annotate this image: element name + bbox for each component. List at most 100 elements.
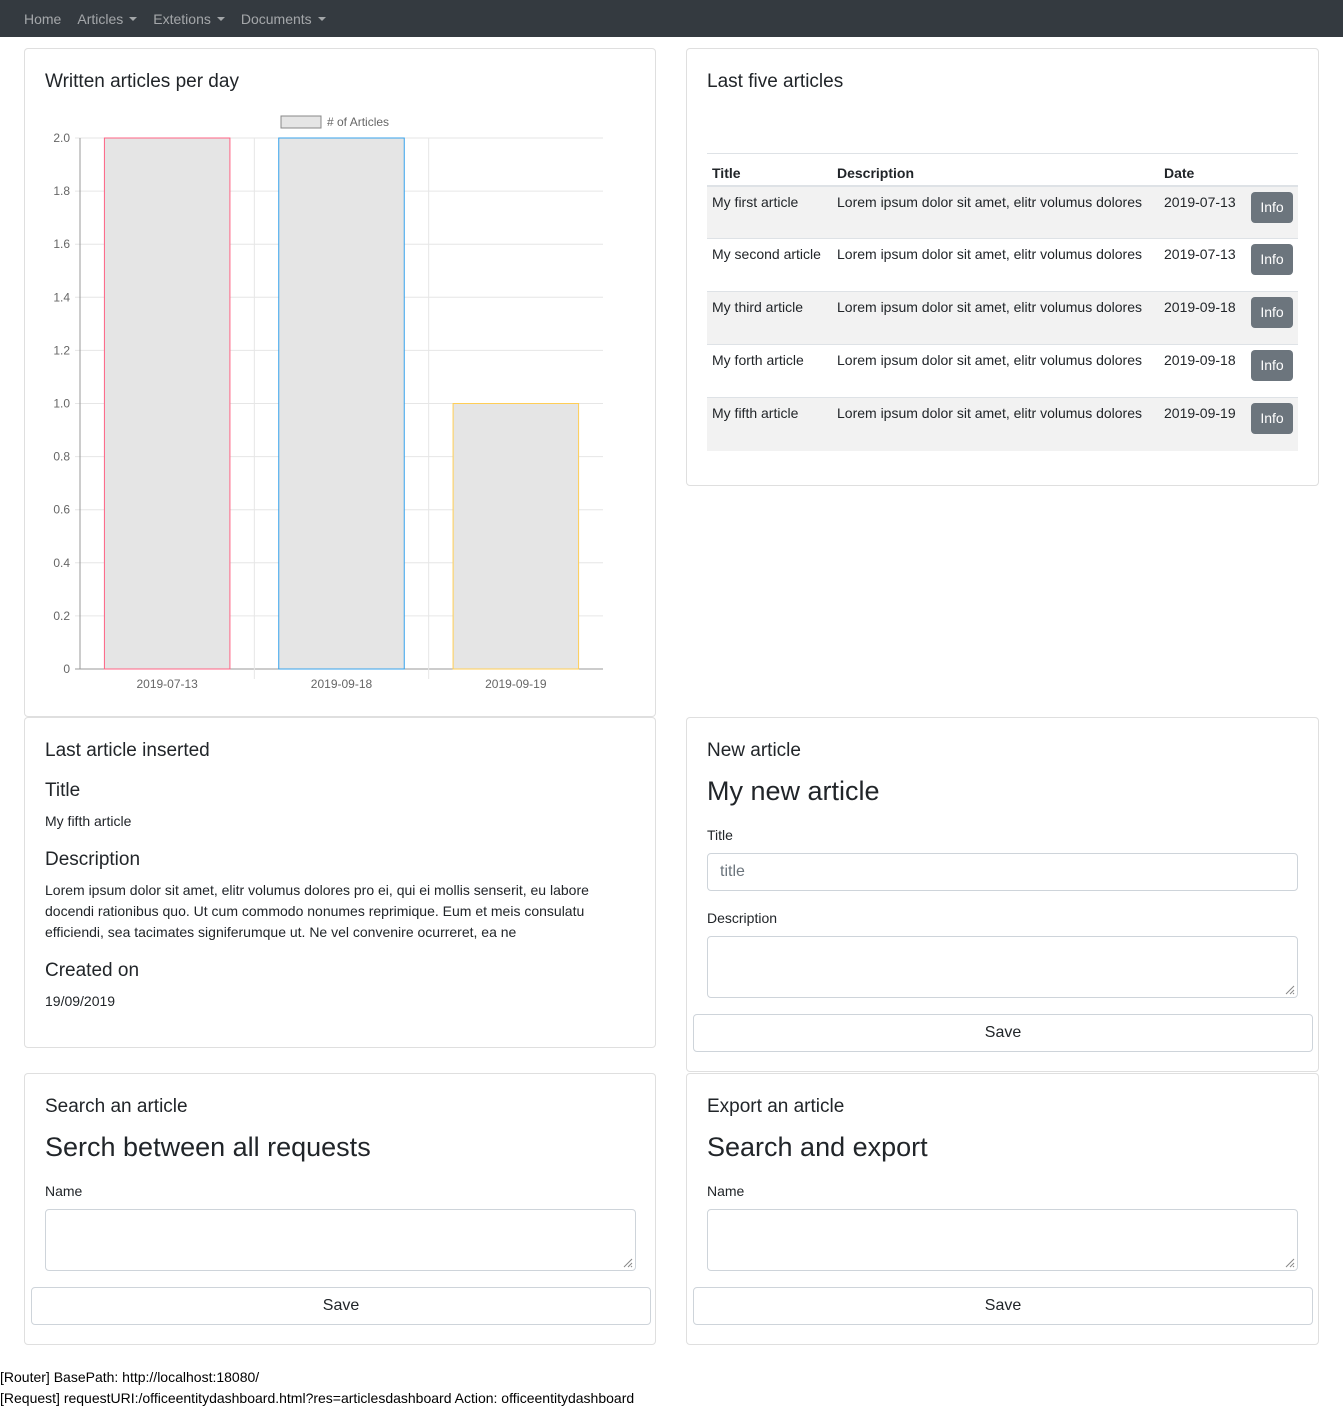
nav-extetions-label: Extetions — [153, 10, 211, 27]
col-header-date: Date — [1159, 153, 1246, 187]
export-article-heading: Search and export — [707, 1132, 928, 1162]
cell-title: My forth article — [707, 344, 832, 398]
y-tick-label: 1.0 — [53, 397, 70, 411]
y-tick-label: 0.4 — [53, 556, 70, 570]
y-tick-label: 0.2 — [53, 609, 70, 623]
save-button[interactable]: Save — [693, 1287, 1313, 1325]
new-article-heading: My new article — [707, 776, 880, 806]
last-inserted-title: Last article inserted — [45, 740, 210, 761]
table-row: My third article Lorem ipsum dolor sit a… — [707, 291, 1298, 345]
chart-card: Written articles per day # of Articles 0 0… — [24, 48, 656, 717]
last-five-card: Last five articles Title Description Dat… — [686, 48, 1319, 486]
export-name-textarea[interactable] — [707, 1209, 1298, 1271]
cell-actions: Info — [1246, 344, 1298, 398]
col-header-actions — [1246, 153, 1298, 187]
name-field-label: Name — [45, 1183, 83, 1199]
new-article-card: New article My new article Title Descrip… — [686, 717, 1319, 1072]
cell-description: Lorem ipsum dolor sit amet, elitr volumu… — [832, 344, 1159, 398]
nav-home[interactable]: Home — [24, 11, 61, 27]
nav-documents-label: Documents — [240, 10, 312, 27]
cell-description: Lorem ipsum dolor sit amet, elitr volumu… — [832, 238, 1159, 292]
table-row: My first article Lorem ipsum dolor sit a… — [707, 185, 1298, 239]
cell-date: 2019-09-18 — [1159, 344, 1246, 398]
table-row: My second article Lorem ipsum dolor sit … — [707, 238, 1298, 292]
created-on-heading: Created on — [45, 960, 140, 981]
info-button[interactable]: Info — [1251, 403, 1293, 434]
request-debug-line: [Request] requestURI:/officeentitydashbo… — [0, 1390, 635, 1406]
search-name-textarea[interactable] — [45, 1209, 636, 1271]
articles-table: Title Description Date My first article … — [707, 153, 1298, 451]
cell-title: My first article — [707, 185, 832, 239]
cell-date: 2019-09-19 — [1159, 397, 1246, 451]
nav-articles-dropdown[interactable]: Articles — [77, 10, 138, 27]
caret-down-icon — [216, 17, 225, 21]
router-debug-line: [Router] BasePath: http://localhost:1808… — [0, 1369, 260, 1385]
title-input[interactable] — [707, 853, 1298, 891]
col-header-description: Description — [832, 153, 1159, 187]
cell-date: 2019-07-13 — [1159, 238, 1246, 292]
table-row: My forth article Lorem ipsum dolor sit a… — [707, 344, 1298, 398]
y-tick-label: 1.6 — [53, 237, 70, 251]
cell-title: My second article — [707, 238, 832, 292]
chart-card-title: Written articles per day — [45, 71, 239, 92]
info-button[interactable]: Info — [1251, 244, 1293, 275]
x-tick-label: 2019-09-19 — [485, 677, 547, 691]
nav-articles-label: Articles — [77, 10, 124, 27]
caret-down-icon — [317, 17, 326, 21]
created-on-value: 19/09/2019 — [45, 993, 116, 1009]
y-tick-label: 1.8 — [53, 184, 70, 198]
export-article-title: Export an article — [707, 1096, 845, 1117]
info-button[interactable]: Info — [1251, 350, 1293, 381]
cell-description: Lorem ipsum dolor sit amet, elitr volumu… — [832, 397, 1159, 451]
y-tick-label: 0.6 — [53, 503, 70, 517]
col-header-title: Title — [707, 153, 832, 187]
description-value: Lorem ipsum dolor sit amet, elitr volumu… — [45, 882, 589, 940]
info-button[interactable]: Info — [1251, 297, 1293, 328]
cell-description: Lorem ipsum dolor sit amet, elitr volumu… — [832, 185, 1159, 239]
y-tick-label: 0 — [63, 662, 70, 676]
articles-per-day-chart: # of Articles 0 0.2 0.4 0.6 0.8 1.0 1.2 1.4 1.6 1.… — [53, 115, 603, 691]
table-row: My fifth article Lorem ipsum dolor sit a… — [707, 397, 1298, 451]
title-heading: Title — [45, 780, 81, 801]
description-field-label: Description — [707, 910, 778, 926]
search-article-heading: Serch between all requests — [45, 1132, 371, 1162]
cell-date: 2019-09-18 — [1159, 291, 1246, 345]
y-tick-label: 1.4 — [53, 290, 70, 304]
cell-date: 2019-07-13 — [1159, 185, 1246, 239]
cell-actions: Info — [1246, 185, 1298, 239]
bar — [103, 137, 231, 670]
nav-home-label: Home — [24, 10, 62, 27]
cell-title: My third article — [707, 291, 832, 345]
last-five-title: Last five articles — [707, 71, 844, 92]
x-tick-label: 2019-07-13 — [136, 677, 198, 691]
info-button[interactable]: Info — [1251, 191, 1293, 223]
cell-actions: Info — [1246, 397, 1298, 451]
legend-label: # of Articles — [327, 115, 389, 129]
title-field-label: Title — [707, 827, 733, 843]
cell-actions: Info — [1246, 238, 1298, 292]
save-button[interactable]: Save — [693, 1014, 1313, 1052]
y-tick-label: 2.0 — [53, 131, 70, 145]
name-field-label: Name — [707, 1183, 745, 1199]
cell-actions: Info — [1246, 291, 1298, 345]
search-article-card: Search an article Serch between all requ… — [24, 1073, 656, 1345]
top-navbar: Home Articles Extetions Documents — [0, 0, 1343, 37]
nav-extetions-dropdown[interactable]: Extetions — [153, 11, 225, 27]
export-article-card: Export an article Search and export Name… — [686, 1073, 1319, 1345]
caret-down-icon — [129, 17, 138, 21]
nav-documents-dropdown[interactable]: Documents — [241, 11, 326, 27]
new-article-title: New article — [707, 740, 801, 761]
title-value: My fifth article — [45, 813, 132, 829]
y-tick-label: 1.2 — [53, 343, 70, 357]
y-tick-label: 0.8 — [53, 450, 70, 464]
description-heading: Description — [45, 849, 141, 870]
x-tick-label: 2019-09-18 — [311, 677, 373, 691]
bar — [278, 137, 405, 670]
cell-description: Lorem ipsum dolor sit amet, elitr volumu… — [832, 291, 1159, 345]
search-article-title: Search an article — [45, 1096, 188, 1117]
save-button[interactable]: Save — [31, 1287, 651, 1325]
last-inserted-card: Last article inserted Title My fifth art… — [24, 717, 656, 1048]
bar — [452, 403, 580, 670]
description-textarea[interactable] — [707, 936, 1298, 998]
cell-title: My fifth article — [707, 397, 832, 451]
